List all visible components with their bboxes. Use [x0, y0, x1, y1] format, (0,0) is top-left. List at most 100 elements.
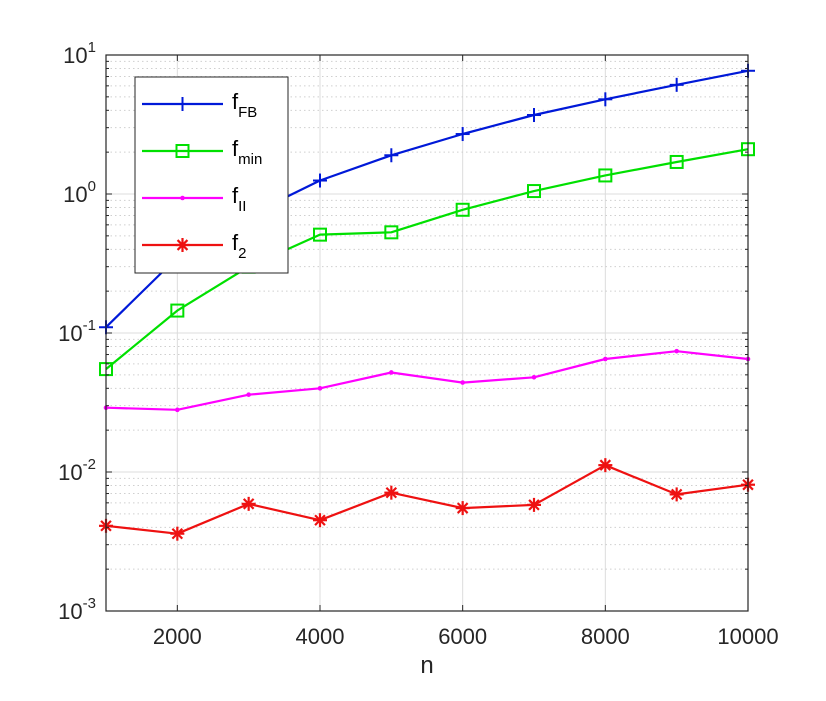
y-tick-base: 10 — [63, 43, 87, 68]
series-line — [105, 464, 749, 535]
y-tick-base: 10 — [58, 460, 82, 485]
data-point — [455, 202, 470, 217]
legend-label-base: f — [232, 136, 239, 161]
marker-dot — [603, 356, 608, 362]
legend-box — [134, 76, 289, 274]
legend-label-base: f — [232, 89, 239, 114]
data-point — [527, 184, 541, 199]
data-point — [313, 513, 327, 528]
marker-stroke — [670, 488, 683, 501]
marker-stroke — [456, 502, 469, 514]
series-f-2 — [99, 458, 755, 541]
data-point — [669, 154, 684, 169]
y-tick-label: 10-1 — [58, 317, 96, 346]
legend-label-subscript: min — [238, 151, 262, 168]
legend-marker — [175, 238, 190, 252]
data-point — [669, 487, 684, 502]
marker-square — [598, 168, 613, 183]
data-point — [527, 108, 541, 123]
x-tick-label: 4000 — [296, 624, 345, 649]
legend-item: fFB — [142, 89, 257, 121]
data-point — [389, 370, 394, 375]
data-point — [603, 356, 608, 362]
marker-square — [170, 303, 185, 318]
marker-square — [175, 144, 190, 158]
marker-dot — [460, 380, 465, 385]
data-point — [170, 526, 185, 541]
data-point — [455, 127, 470, 142]
y-tick-label: 10-2 — [58, 456, 96, 485]
y-tick-base: 10 — [58, 599, 82, 624]
marker-square — [384, 225, 399, 240]
x-tick-label: 10000 — [717, 624, 778, 649]
legend-item: f2 — [142, 230, 246, 262]
marker-dot — [180, 195, 185, 201]
marker-square — [455, 202, 470, 217]
legend-item: fmin — [142, 136, 262, 168]
y-tick-exponent: 0 — [88, 178, 96, 195]
data-point — [175, 407, 180, 413]
data-point — [674, 348, 679, 354]
marker-stroke — [314, 514, 326, 526]
x-tick-label: 6000 — [438, 624, 487, 649]
legend-label: f2 — [232, 230, 246, 262]
y-tick-exponent: -3 — [83, 595, 96, 612]
legend-label-subscript: FB — [238, 104, 257, 121]
legend-label-base: f — [232, 230, 239, 255]
marker-dot — [674, 348, 679, 354]
data-point — [598, 458, 613, 473]
x-axis-label: n — [420, 652, 433, 679]
marker-dot — [389, 370, 394, 375]
legend-marker — [180, 195, 185, 201]
legend-marker — [175, 97, 190, 111]
legend-item: fII — [142, 183, 246, 215]
y-tick-label: 10-3 — [58, 595, 96, 624]
data-point — [317, 386, 323, 391]
marker-stroke — [385, 486, 398, 499]
data-point — [384, 225, 399, 240]
data-point — [241, 496, 256, 511]
marker-dot — [246, 392, 251, 397]
marker-stroke — [528, 499, 540, 511]
marker-stroke — [599, 459, 612, 471]
y-tick-exponent: -1 — [83, 317, 96, 334]
data-point — [460, 380, 465, 385]
marker-stroke — [171, 527, 184, 540]
marker-dot — [531, 375, 537, 380]
legend-label-subscript: II — [238, 198, 246, 215]
legend-label-subscript: 2 — [238, 245, 246, 262]
data-point — [527, 497, 541, 512]
series-line — [105, 148, 749, 370]
marker-dot — [175, 407, 180, 413]
data-point — [246, 392, 251, 397]
legend-label: fII — [232, 183, 246, 215]
data-point — [598, 168, 613, 183]
y-tick-base: 10 — [63, 182, 87, 207]
legend-label: fFB — [232, 89, 257, 121]
data-point — [455, 501, 470, 516]
data-point — [384, 485, 399, 500]
y-tick-base: 10 — [58, 321, 82, 346]
marker-square — [313, 227, 327, 242]
marker-square — [669, 154, 684, 169]
marker-square — [527, 184, 541, 199]
data-point — [598, 92, 613, 107]
data-point — [384, 148, 399, 163]
series-line — [105, 350, 749, 411]
legend-label: fmin — [232, 136, 262, 168]
data-point — [669, 77, 684, 92]
marker-stroke — [242, 498, 255, 510]
data-point — [170, 303, 185, 318]
x-tick-label: 8000 — [581, 624, 630, 649]
y-tick-label: 100 — [63, 178, 96, 207]
y-tick-exponent: -2 — [83, 456, 96, 473]
data-point — [313, 227, 327, 242]
data-point — [313, 173, 327, 188]
y-tick-label: 101 — [63, 39, 96, 68]
y-tick-exponent: 1 — [88, 39, 96, 56]
marker-dot — [317, 386, 323, 391]
legend-label-base: f — [232, 183, 239, 208]
